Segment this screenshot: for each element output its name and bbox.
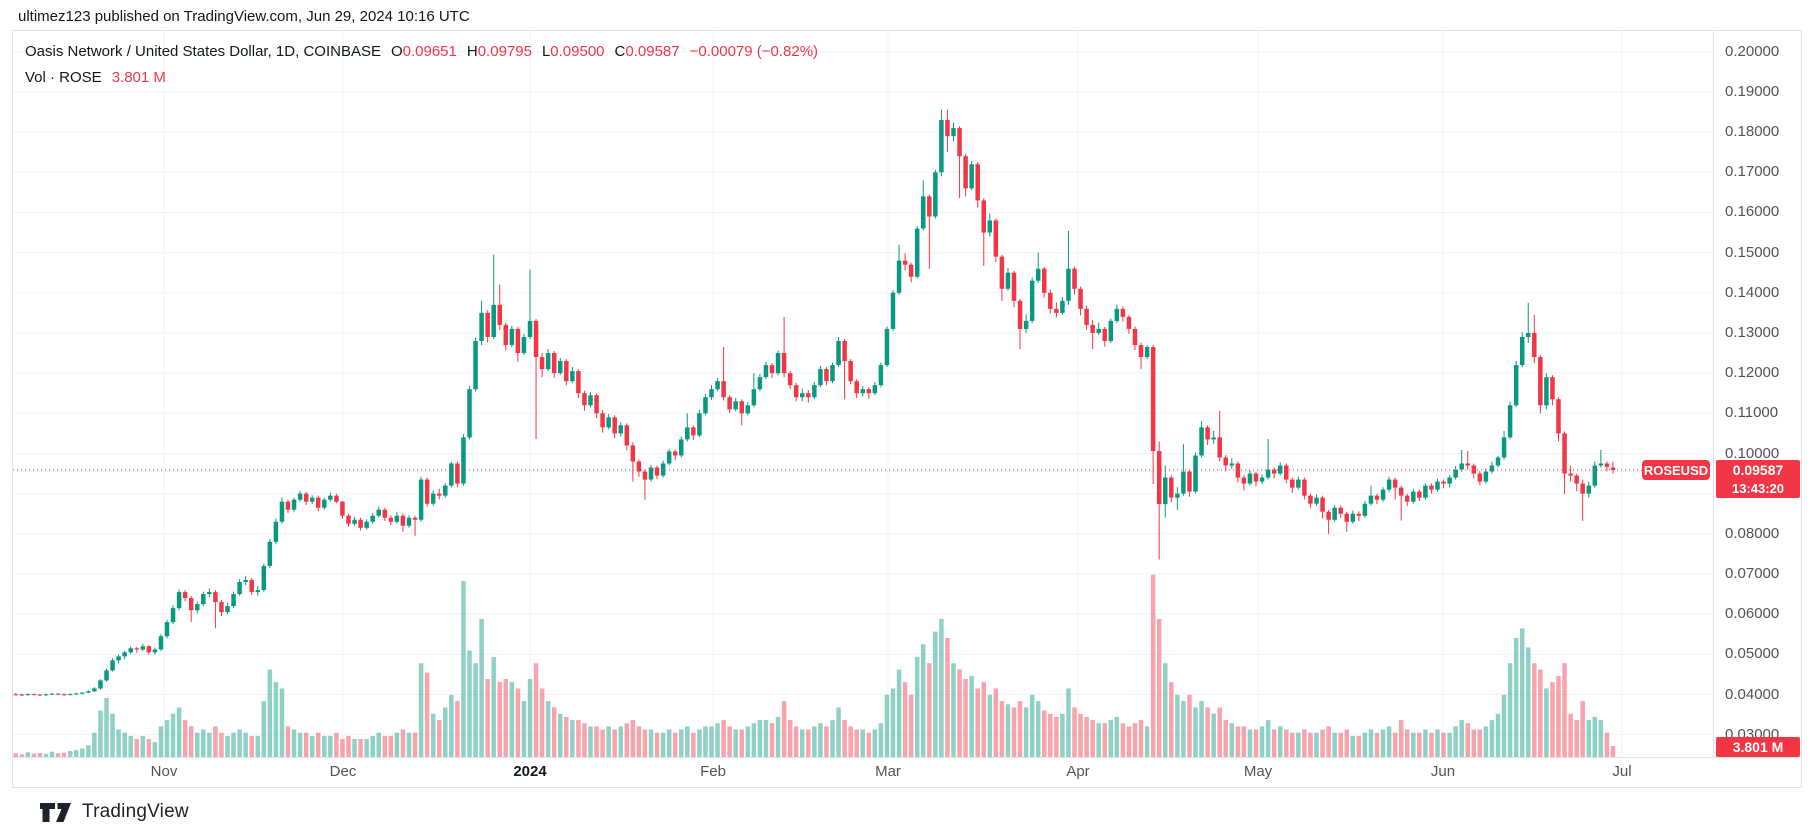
price-axis-label: 0.10000 [1725, 444, 1780, 462]
price-axis-label: 0.17000 [1725, 163, 1780, 181]
bar-countdown-badge: 13:43:20 [1716, 479, 1800, 499]
price-axis-label: 0.04000 [1725, 685, 1780, 703]
price-axis-label: 0.16000 [1725, 203, 1780, 221]
attribution-text: ultimez123 published on TradingView.com,… [18, 8, 470, 25]
time-axis-label: 2024 [513, 763, 547, 780]
chart-legend: Oasis Network / United States Dollar, 1D… [25, 39, 818, 91]
change-value: −0.00079 (−0.82%) [689, 43, 819, 60]
volume-label[interactable]: Vol · ROSE [25, 69, 102, 86]
price-axis-label: 0.20000 [1725, 42, 1780, 60]
price-axis-label: 0.14000 [1725, 283, 1780, 301]
symbol-title[interactable]: Oasis Network / United States Dollar, 1D… [25, 43, 381, 60]
candles-layer [13, 109, 1616, 697]
legend-line-volume: Vol · ROSE 3.801 M [25, 65, 818, 91]
close-value: C0.09587 [614, 43, 680, 60]
price-axis-label: 0.15000 [1725, 243, 1780, 261]
volume-layer [13, 574, 1616, 758]
time-axis-label: Jul [1612, 763, 1632, 780]
time-axis-label: Jun [1430, 763, 1456, 780]
volume-value-badge: 3.801 M [1716, 737, 1800, 757]
chart-panel: Oasis Network / United States Dollar, 1D… [12, 30, 1802, 788]
last-price-symbol-badge: ROSEUSD [1642, 460, 1710, 481]
price-axis[interactable]: 0.20000 0.19000 0.18000 0.17000 0.16000 0.150… [1713, 31, 1801, 757]
legend-line-symbol: Oasis Network / United States Dollar, 1D… [25, 39, 818, 65]
time-axis[interactable]: Nov Dec 2024 Feb Mar Apr May Jun Jul [13, 757, 1801, 787]
price-axis-label: 0.07000 [1725, 565, 1780, 582]
price-axis-label: 0.18000 [1725, 123, 1780, 141]
time-axis-label: Apr [1066, 763, 1090, 780]
footer: TradingView [40, 796, 189, 828]
low-value: L0.09500 [541, 43, 605, 60]
price-axis-label: 0.13000 [1725, 324, 1780, 341]
time-axis-label: May [1243, 763, 1273, 780]
time-axis-label: Feb [700, 763, 726, 780]
price-axis-label: 0.05000 [1725, 645, 1780, 663]
grid-layer [13, 31, 1713, 758]
price-chart[interactable] [13, 31, 1713, 758]
time-axis-label: Dec [329, 763, 357, 780]
last-price-badge: 0.09587 [1716, 460, 1800, 480]
price-axis-label: 0.19000 [1725, 82, 1780, 100]
price-axis-label: 0.08000 [1725, 524, 1780, 542]
price-axis-label: 0.06000 [1725, 605, 1780, 623]
time-axis-label: Mar [875, 763, 901, 780]
time-axis-label: Nov [150, 763, 178, 780]
open-value: O0.09651 [390, 43, 457, 60]
brand-name[interactable]: TradingView [82, 801, 189, 822]
high-value: H0.09795 [466, 43, 532, 60]
price-axis-label: 0.11000 [1725, 404, 1779, 422]
price-axis-label: 0.12000 [1725, 364, 1780, 382]
volume-value: 3.801 M [111, 69, 166, 86]
tradingview-logo-icon[interactable] [40, 802, 72, 822]
